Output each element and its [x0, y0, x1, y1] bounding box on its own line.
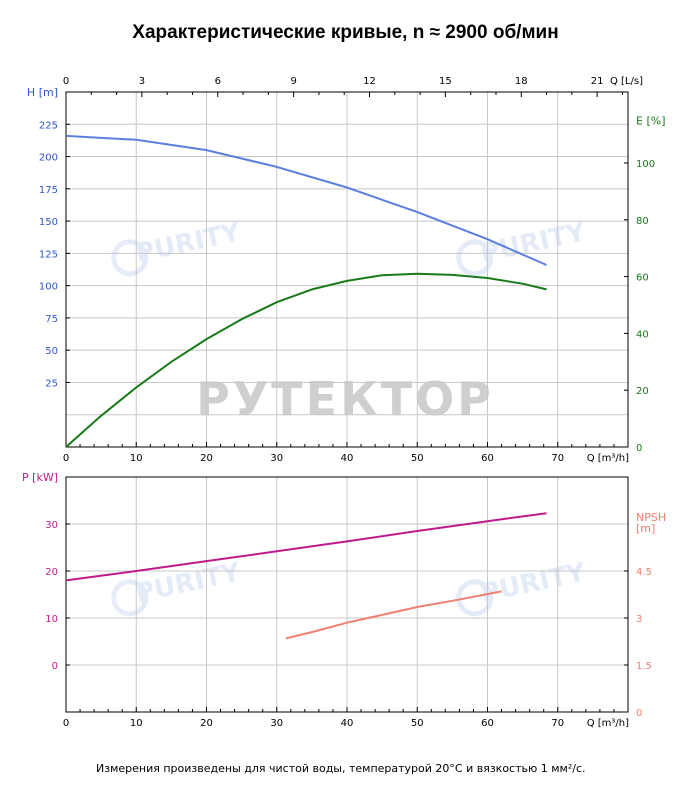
y-right-tick-label: 0 [636, 708, 642, 719]
x-tick-label: 50 [411, 718, 424, 729]
x-top-tick-label: 6 [215, 76, 221, 87]
y-right-axis-label: NPSH [636, 511, 666, 524]
x-tick-label: 60 [481, 718, 494, 729]
power-curve [65, 512, 547, 582]
purity-logo-icon [111, 239, 149, 277]
y-left-axis-label: H [m] [27, 86, 58, 99]
y-right-tick-label: 4.5 [636, 567, 652, 578]
x-top-tick-label: 15 [439, 76, 452, 87]
efficiency-curve [65, 272, 547, 448]
x-top-tick-label: 9 [290, 76, 296, 87]
x-top-tick-label: 3 [139, 76, 145, 87]
purity-watermark: PURITY [111, 217, 244, 277]
x-tick-label: 50 [411, 453, 424, 464]
purity-watermark-text: PURITY [133, 217, 244, 269]
y-left-tick-label: 10 [45, 614, 58, 625]
y-left-tick-label: 200 [39, 153, 58, 164]
x-tick-label: 30 [270, 718, 283, 729]
x-axis-label: Q [m³/h] [587, 453, 629, 464]
purity-watermark: PURITY [456, 557, 589, 617]
rutektor-watermark: РУТЕКТОР [196, 372, 494, 426]
x-tick-label: 70 [551, 718, 564, 729]
y-left-tick-label: 125 [39, 249, 58, 260]
y-left-tick-label: 100 [39, 282, 58, 293]
y-right-tick-label: 40 [636, 329, 649, 340]
x-tick-label: 40 [341, 453, 354, 464]
x-top-tick-label: 18 [515, 76, 528, 87]
x-tick-label: 10 [130, 718, 143, 729]
x-top-tick-label: 21 [591, 76, 604, 87]
y-right-tick-label: 60 [636, 273, 649, 284]
x-tick-label: 0 [63, 718, 69, 729]
y-left-tick-label: 25 [45, 378, 58, 389]
measurement-note: Измерения произведены для чистой воды, т… [96, 762, 586, 775]
x-tick-label: 70 [551, 453, 564, 464]
x-axis-label: Q [m³/h] [587, 718, 629, 729]
x-top-tick-label: 12 [363, 76, 376, 87]
purity-watermark-text: PURITY [478, 557, 589, 609]
x-tick-label: 60 [481, 453, 494, 464]
purity-watermark: PURITY [111, 557, 244, 617]
purity-logo-icon [111, 579, 149, 617]
y-left-tick-label: 225 [39, 120, 58, 131]
y-right-tick-label: 100 [636, 159, 655, 170]
x-tick-label: 0 [63, 453, 69, 464]
x-top-axis-label: Q [L/s] [610, 76, 643, 87]
y-left-axis-label: P [kW] [22, 471, 58, 484]
x-top-tick-label: 0 [63, 76, 69, 87]
purity-logo-icon [456, 239, 494, 277]
x-tick-label: 20 [200, 453, 213, 464]
y-left-tick-label: 0 [52, 661, 58, 672]
y-left-tick-label: 30 [45, 520, 58, 531]
head-curve [65, 134, 547, 266]
purity-watermark-text: PURITY [133, 557, 244, 609]
y-right-tick-label: 20 [636, 386, 649, 397]
y-right-tick-label: 3 [636, 614, 642, 625]
x-tick-label: 20 [200, 718, 213, 729]
purity-watermark: PURITY [456, 217, 589, 277]
x-tick-label: 10 [130, 453, 143, 464]
y-left-tick-label: 150 [39, 217, 58, 228]
y-right-tick-label: 80 [636, 216, 649, 227]
y-left-tick-label: 175 [39, 185, 58, 196]
x-tick-label: 40 [341, 718, 354, 729]
y-right-tick-label: 0 [636, 443, 642, 454]
chart-title: Характеристические кривые, n ≈ 2900 об/м… [132, 22, 559, 43]
y-left-tick-label: 50 [45, 346, 58, 357]
npsh-curve [285, 590, 502, 640]
y-left-tick-label: 20 [45, 567, 58, 578]
y-right-axis-unit: [m] [636, 522, 655, 535]
x-tick-label: 30 [270, 453, 283, 464]
y-right-axis-label: E [%] [636, 114, 665, 127]
y-left-tick-label: 75 [45, 314, 58, 325]
y-right-tick-label: 1.5 [636, 661, 652, 672]
